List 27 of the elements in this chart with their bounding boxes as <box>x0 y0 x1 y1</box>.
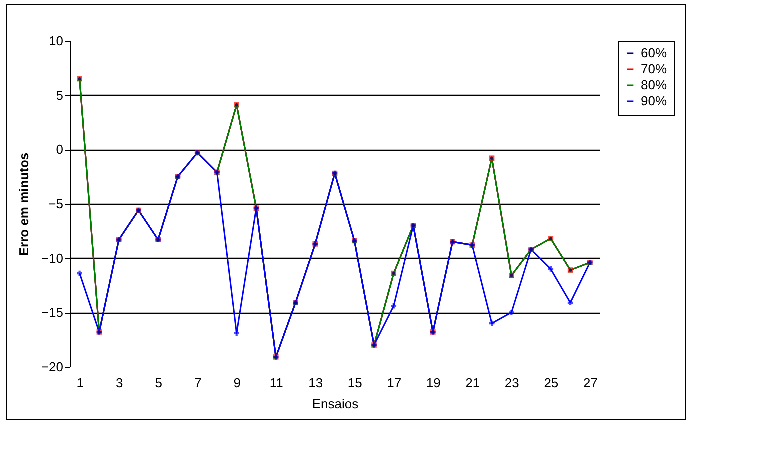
legend-label: 70% <box>641 62 668 76</box>
y-tick-label: −5 <box>48 196 64 212</box>
x-tick-label: 11 <box>270 376 284 390</box>
x-tick-label: 1 <box>76 376 84 390</box>
x-tick-label: 15 <box>348 376 362 390</box>
x-tick-label: 21 <box>466 376 480 390</box>
x-tick-label: 25 <box>544 376 559 390</box>
x-tick-label: 13 <box>308 376 324 390</box>
x-tick-label: 23 <box>504 376 520 390</box>
x-tick-label: 7 <box>194 376 202 390</box>
legend-label: 60% <box>641 46 668 60</box>
x-tick-label: 9 <box>234 376 241 390</box>
x-tick-label: 17 <box>387 376 402 390</box>
x-tick-label: 19 <box>426 376 441 390</box>
y-tick-label: 10 <box>49 34 64 48</box>
y-tick-label: 0 <box>56 142 64 158</box>
y-tick-label: −20 <box>41 360 64 374</box>
x-axis-title: Ensaios <box>312 396 360 412</box>
x-tick-label: 27 <box>583 376 598 390</box>
legend-label: 90% <box>641 94 668 108</box>
y-tick-label: −10 <box>41 250 64 266</box>
y-axis-title: Erro em minutos <box>16 152 32 256</box>
legend-label: 80% <box>641 78 668 92</box>
x-tick-label: 3 <box>116 376 124 390</box>
y-tick-label: 5 <box>56 88 64 103</box>
x-tick-label: 5 <box>155 376 162 390</box>
y-tick-label: −15 <box>41 305 64 320</box>
